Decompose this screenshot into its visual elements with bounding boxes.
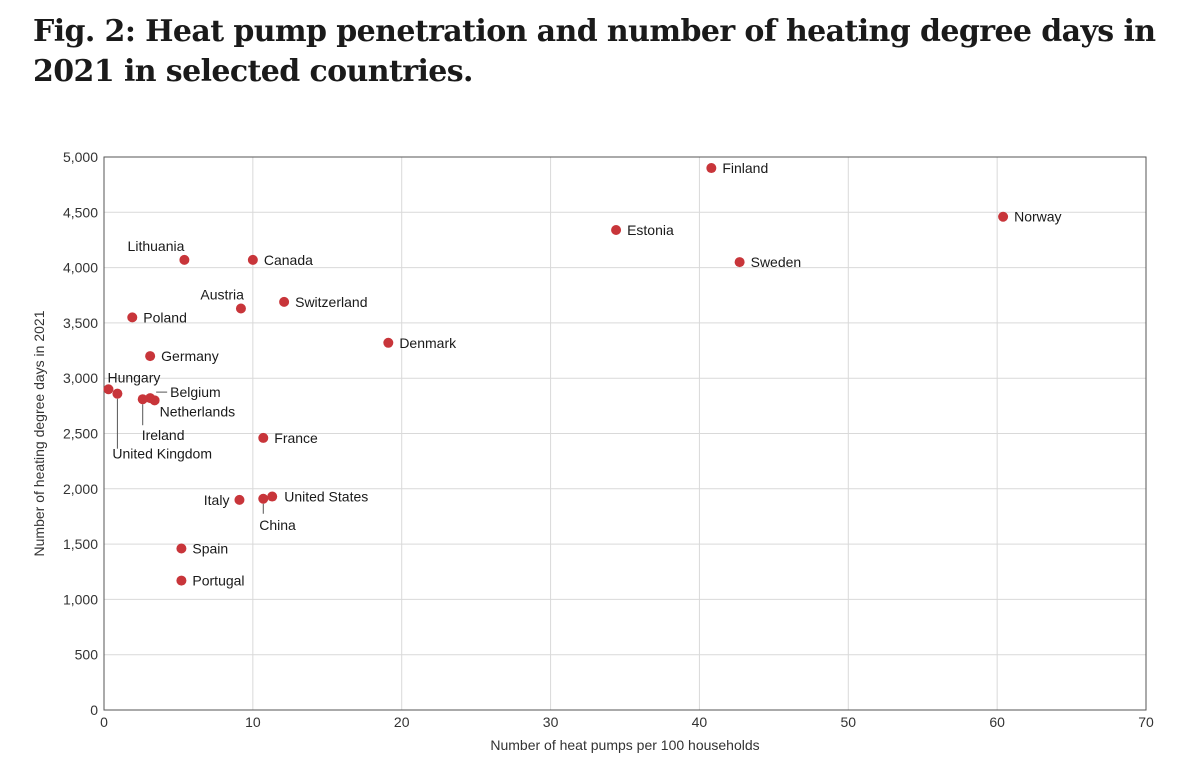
x-tick-label: 0 <box>100 714 108 730</box>
point-label-estonia: Estonia <box>627 222 674 238</box>
data-point-netherlands <box>149 395 160 406</box>
data-point-austria <box>235 303 246 314</box>
point-label-portugal: Portugal <box>192 573 244 589</box>
data-point-canada <box>247 254 258 265</box>
point-labels: Finland Norway Estonia Sweden Lithuania Canad… <box>107 160 1061 589</box>
y-tick-label: 3,500 <box>63 315 98 331</box>
y-tick-label: 0 <box>90 702 98 718</box>
x-tick-label: 60 <box>989 714 1005 730</box>
point-label-sweden: Sweden <box>751 254 802 270</box>
data-point-estonia <box>611 224 622 235</box>
point-label-hungary: Hungary <box>107 369 160 385</box>
point-label-denmark: Denmark <box>399 335 457 351</box>
data-point-china <box>258 493 269 504</box>
point-label-france: France <box>274 430 318 446</box>
data-point-france <box>258 432 269 443</box>
point-label-germany: Germany <box>161 348 219 364</box>
x-tick-label: 40 <box>692 714 708 730</box>
point-label-netherlands: Netherlands <box>160 403 236 419</box>
point-label-poland: Poland <box>143 309 187 325</box>
data-point-lithuania <box>179 254 190 265</box>
y-tick-label: 5,000 <box>63 149 98 165</box>
point-label-belgium: Belgium <box>170 384 221 400</box>
y-tick-label: 2,000 <box>63 481 98 497</box>
data-point-spain <box>176 543 187 554</box>
x-tick-label: 50 <box>840 714 856 730</box>
data-point-italy <box>234 494 245 505</box>
y-tick-label: 2,500 <box>63 426 98 442</box>
point-label-united-states: United States <box>284 489 368 505</box>
plot-frame <box>103 156 1147 711</box>
x-axis-ticks: 0 10 20 30 40 50 60 70 <box>100 714 1154 730</box>
x-axis-title: Number of heat pumps per 100 households <box>490 737 759 753</box>
point-label-finland: Finland <box>722 160 768 176</box>
data-point-sweden <box>734 257 745 268</box>
point-label-united-kingdom: United Kingdom <box>112 446 212 462</box>
point-label-switzerland: Switzerland <box>295 294 367 310</box>
chart-title: Fig. 2: Heat pump penetration and number… <box>33 14 1156 89</box>
y-tick-label: 3,000 <box>63 370 98 386</box>
grid-lines <box>103 156 1147 711</box>
data-point-united-kingdom <box>112 388 123 399</box>
data-point-denmark <box>383 337 394 348</box>
data-point-poland <box>127 312 138 323</box>
x-tick-label: 10 <box>245 714 261 730</box>
data-point-united-states <box>267 491 278 502</box>
point-label-ireland: Ireland <box>142 427 185 443</box>
data-point-germany <box>145 351 156 362</box>
y-axis-title: Number of heating degree days in 2021 <box>31 310 47 556</box>
y-tick-label: 4,000 <box>63 260 98 276</box>
point-label-canada: Canada <box>264 252 313 268</box>
x-tick-label: 20 <box>394 714 410 730</box>
leader-lines <box>116 391 264 514</box>
data-point-finland <box>706 163 717 174</box>
y-tick-label: 1,000 <box>63 591 98 607</box>
point-label-lithuania: Lithuania <box>128 238 185 254</box>
point-label-italy: Italy <box>204 492 230 508</box>
data-point-switzerland <box>279 296 290 307</box>
data-points <box>103 163 1009 586</box>
point-label-norway: Norway <box>1014 209 1061 225</box>
y-tick-label: 500 <box>75 647 99 663</box>
point-label-china: China <box>259 517 296 533</box>
x-tick-label: 70 <box>1138 714 1154 730</box>
y-tick-label: 4,500 <box>63 204 98 220</box>
data-point-hungary <box>103 384 114 395</box>
x-tick-label: 30 <box>543 714 559 730</box>
data-point-norway <box>998 211 1009 222</box>
data-point-ireland <box>137 394 148 405</box>
data-point-portugal <box>176 575 187 586</box>
point-label-spain: Spain <box>192 541 228 557</box>
point-label-austria: Austria <box>200 287 244 303</box>
y-axis-ticks: 0 500 1,000 1,500 2,000 2,500 3,000 3,500 4,000 4… <box>63 149 98 718</box>
y-tick-label: 1,500 <box>63 536 98 552</box>
